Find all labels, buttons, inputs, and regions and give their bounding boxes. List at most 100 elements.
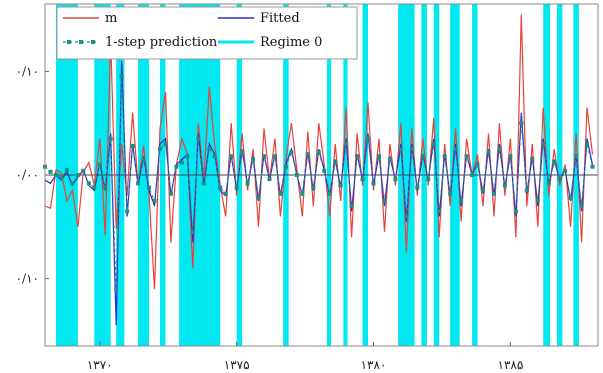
prediction-point-67 xyxy=(409,147,414,152)
prediction-point-2 xyxy=(53,173,58,177)
prediction-point-43 xyxy=(278,191,283,196)
prediction-point-97 xyxy=(574,154,579,159)
prediction-point-51 xyxy=(322,168,327,173)
prediction-point-21 xyxy=(157,147,162,152)
prediction-point-29 xyxy=(201,181,206,186)
prediction-point-99 xyxy=(585,141,590,146)
prediction-point-83 xyxy=(497,147,502,152)
prediction-point-18 xyxy=(141,157,146,162)
prediction-point-53 xyxy=(333,160,338,165)
prediction-point-39 xyxy=(256,195,261,200)
prediction-point-62 xyxy=(382,198,387,203)
prediction-point-10 xyxy=(97,162,102,167)
x-tick-label-0: ۱۳۷۰ xyxy=(87,358,113,372)
prediction-point-93 xyxy=(552,160,557,165)
prediction-point-68 xyxy=(415,185,420,190)
prediction-point-46 xyxy=(294,173,299,177)
prediction-point-96 xyxy=(568,195,573,200)
legend-label-1-step-prediction: 1-step prediction xyxy=(105,35,218,50)
prediction-point-64 xyxy=(393,177,398,182)
prediction-point-100 xyxy=(590,164,595,169)
prediction-point-13 xyxy=(114,287,119,291)
prediction-point-91 xyxy=(541,141,546,146)
prediction-point-14 xyxy=(119,74,124,79)
prediction-point-84 xyxy=(502,183,507,188)
prediction-point-30 xyxy=(207,147,212,152)
prediction-point-90 xyxy=(535,198,540,203)
prediction-point-15 xyxy=(125,209,130,214)
prediction-point-4 xyxy=(64,167,69,172)
legend-label-fitted: Fitted xyxy=(260,11,300,26)
prediction-point-19 xyxy=(147,185,152,190)
prediction-point-74 xyxy=(448,191,453,196)
prediction-point-55 xyxy=(344,141,349,146)
prediction-point-81 xyxy=(486,150,491,155)
x-tick-label-2: ۱۳۸۰ xyxy=(361,358,387,372)
prediction-point-24 xyxy=(174,164,179,169)
prediction-point-65 xyxy=(398,147,403,152)
prediction-point-48 xyxy=(305,152,310,157)
prediction-point-49 xyxy=(311,185,316,190)
x-tick-label-3: ۱۳۸۵ xyxy=(498,358,524,372)
prediction-point-26 xyxy=(185,154,190,159)
prediction-point-42 xyxy=(272,154,277,159)
prediction-point-5 xyxy=(70,181,75,186)
prediction-point-59 xyxy=(366,136,371,141)
prediction-point-9 xyxy=(92,185,97,190)
prediction-point-45 xyxy=(289,150,294,155)
y-tick-label-0: ۰/۱۰ xyxy=(16,64,39,78)
prediction-point-76 xyxy=(459,198,464,203)
prediction-point-47 xyxy=(300,191,305,196)
prediction-point-72 xyxy=(437,209,442,214)
x-axis-ticks: ۱۳۷۰ ۱۳۷۵ ۱۳۸۰ ۱۳۸۵ xyxy=(87,342,523,372)
y-tick-label-2: ۰/۱۰ xyxy=(16,272,39,286)
chart-legend: m Fitted 1-step prediction Regime 0 xyxy=(56,6,358,60)
prediction-point-22 xyxy=(163,141,168,146)
prediction-point-37 xyxy=(245,181,250,186)
prediction-point-36 xyxy=(240,150,245,155)
prediction-point-71 xyxy=(431,141,436,146)
prediction-point-54 xyxy=(338,183,343,188)
prediction-point-89 xyxy=(530,157,535,162)
prediction-point-98 xyxy=(579,204,584,209)
prediction-point-7 xyxy=(81,168,86,173)
prediction-point-70 xyxy=(426,177,431,182)
prediction-point-3 xyxy=(59,176,64,181)
prediction-point-87 xyxy=(519,121,524,126)
series-layer xyxy=(43,14,595,326)
prediction-point-44 xyxy=(283,164,288,169)
prediction-point-50 xyxy=(316,150,321,155)
prediction-point-1 xyxy=(48,169,53,174)
prediction-point-69 xyxy=(420,154,425,159)
legend-marker-1-step-prediction-0 xyxy=(67,40,71,44)
prediction-point-28 xyxy=(196,136,201,141)
prediction-point-85 xyxy=(508,154,513,159)
legend-marker-1-step-prediction-1 xyxy=(79,40,83,44)
prediction-point-27 xyxy=(190,230,195,234)
prediction-point-17 xyxy=(136,181,141,186)
prediction-point-88 xyxy=(524,188,529,193)
prediction-point-80 xyxy=(481,188,486,193)
prediction-point-63 xyxy=(387,157,392,162)
prediction-point-77 xyxy=(464,154,469,159)
prediction-point-32 xyxy=(218,185,223,190)
prediction-point-12 xyxy=(108,136,113,141)
x-tick-label-1: ۱۳۷۵ xyxy=(224,358,250,372)
prediction-point-33 xyxy=(223,191,228,196)
prediction-point-66 xyxy=(404,214,409,219)
prediction-point-61 xyxy=(376,154,381,159)
prediction-point-60 xyxy=(371,181,376,186)
prediction-point-6 xyxy=(75,173,80,177)
prediction-point-52 xyxy=(327,191,332,196)
prediction-point-94 xyxy=(557,177,562,182)
prediction-point-34 xyxy=(229,154,234,159)
prediction-point-86 xyxy=(513,209,518,214)
prediction-point-23 xyxy=(168,191,173,196)
prediction-point-73 xyxy=(442,154,447,159)
prediction-point-25 xyxy=(179,160,184,165)
prediction-point-56 xyxy=(349,204,354,209)
prediction-point-79 xyxy=(475,162,480,167)
prediction-point-16 xyxy=(130,143,135,148)
prediction-point-95 xyxy=(563,168,568,173)
legend-box xyxy=(56,6,358,60)
